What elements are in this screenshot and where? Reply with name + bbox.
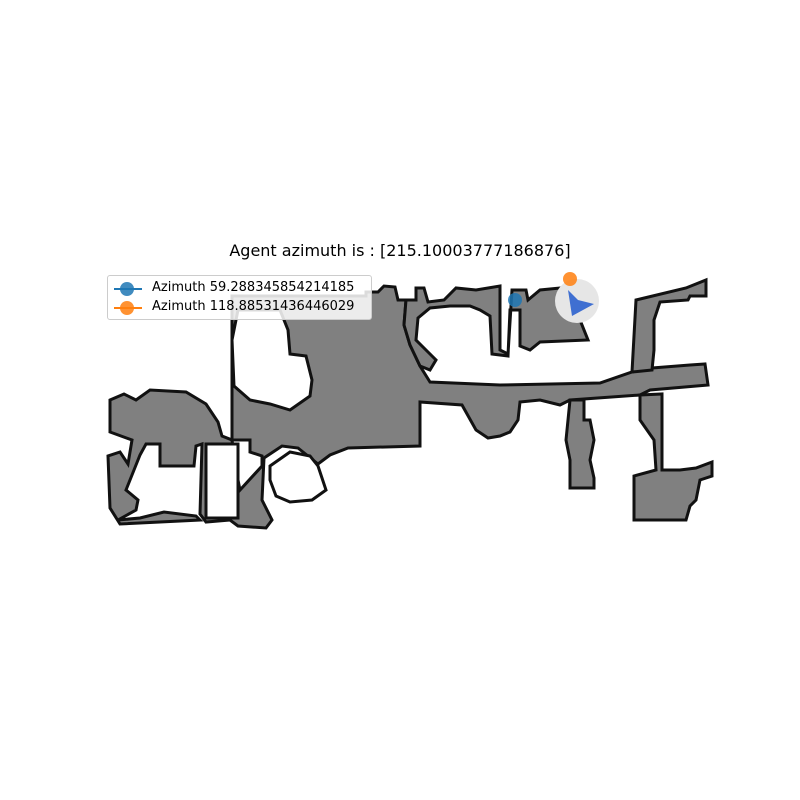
free-region-right-lower bbox=[632, 392, 714, 522]
legend-entry-2: Azimuth 118.88531436446029 bbox=[108, 298, 371, 318]
hole-lower-middle bbox=[268, 450, 328, 504]
legend-label-2: Azimuth 118.88531436446029 bbox=[152, 299, 355, 314]
obstacle-holes bbox=[204, 308, 328, 520]
hole-center-room bbox=[204, 442, 240, 520]
legend-marker-2-icon bbox=[120, 301, 134, 315]
legend-label-1: Azimuth 59.288345854214185 bbox=[152, 280, 355, 295]
legend-marker-1-icon bbox=[120, 282, 134, 296]
legend-entry-1: Azimuth 59.288345854214185 bbox=[108, 279, 371, 299]
agent-arrow-icon bbox=[568, 290, 594, 316]
azimuth-1-marker bbox=[508, 293, 522, 307]
free-region-right bbox=[630, 277, 708, 374]
azimuth-2-marker bbox=[563, 272, 577, 286]
plot-title: Agent azimuth is : [215.10003777186876] bbox=[229, 241, 571, 260]
free-region-corridor bbox=[564, 398, 596, 490]
legend: Azimuth 59.288345854214185 Azimuth 118.8… bbox=[107, 275, 372, 320]
hole-left-room bbox=[230, 308, 314, 412]
free-region-top-middle bbox=[402, 284, 591, 372]
